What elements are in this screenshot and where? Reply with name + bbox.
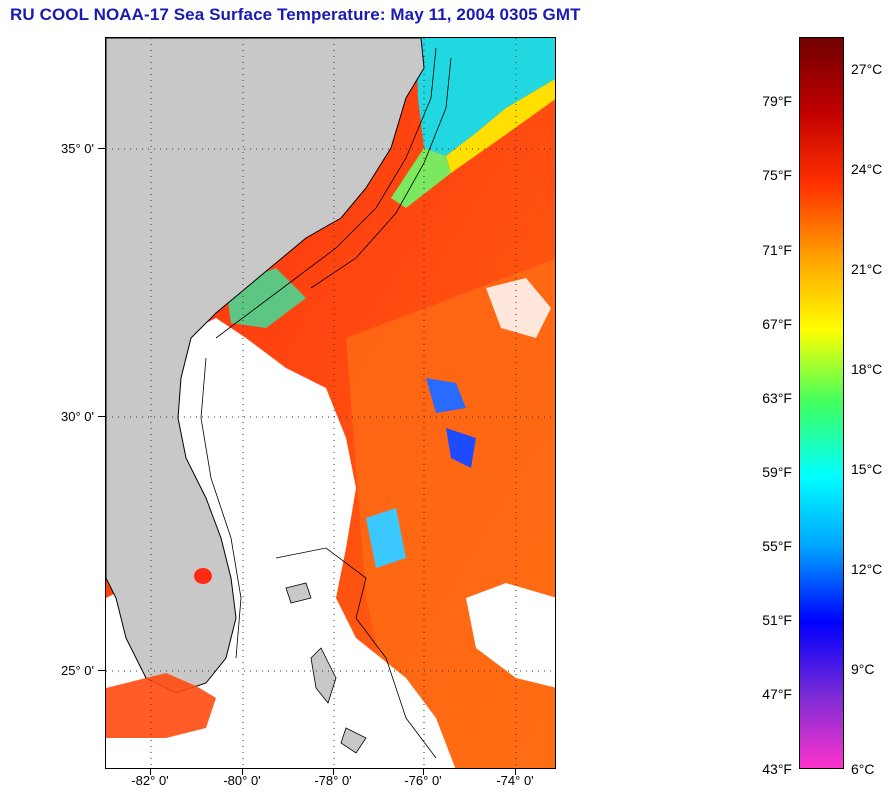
lat-label-35: 35° 0'	[61, 141, 94, 156]
colorbar-label-f: 67°F	[762, 316, 792, 332]
colorbar-label-f: 43°F	[762, 761, 792, 777]
colorbar-label-f: 75°F	[762, 167, 792, 183]
colorbar-label-c: 18°C	[851, 361, 883, 377]
colorbar-label-c: 6°C	[851, 761, 875, 777]
shelf-green-water	[391, 148, 451, 208]
colorbar-label-c: 15°C	[851, 461, 883, 477]
colorbar-label-f: 59°F	[762, 464, 792, 480]
colorbar-label-c: 12°C	[851, 561, 883, 577]
bathymetry-contour	[275, 547, 437, 759]
lon-tick	[150, 769, 151, 775]
lake-okeechobee	[194, 568, 212, 584]
cloud-patch	[486, 278, 551, 338]
colorbar-label-c: 9°C	[851, 661, 875, 677]
colorbar-label-f: 55°F	[762, 538, 792, 554]
bathymetry-contour	[200, 357, 242, 659]
bahamas-island	[340, 727, 367, 754]
lat-tick	[98, 670, 105, 671]
colorbar-label-c: 24°C	[851, 161, 883, 177]
bahamas-island	[285, 582, 312, 604]
lon-label-76: -76° 0'	[404, 773, 442, 788]
lon-label-80: -80° 0'	[223, 773, 261, 788]
colorbar-label-c: 21°C	[851, 261, 883, 277]
colorbar-label-c: 27°C	[851, 61, 883, 77]
graticule	[106, 38, 555, 768]
colorbar-label-f: 71°F	[762, 242, 792, 258]
keys-warm-water	[106, 673, 216, 738]
lon-tick	[333, 769, 334, 775]
colorbar-label-f: 79°F	[762, 93, 792, 109]
lat-tick	[98, 416, 105, 417]
warm-front	[446, 79, 555, 173]
lon-label-82: -82° 0'	[131, 773, 169, 788]
lon-tick	[515, 769, 516, 775]
cool-streak	[426, 378, 466, 413]
colorbar-label-f: 47°F	[762, 686, 792, 702]
lon-label-78: -78° 0'	[314, 773, 352, 788]
lon-label-74: -74° 0'	[496, 773, 534, 788]
sst-map	[105, 37, 556, 769]
lat-label-30: 30° 0'	[61, 409, 94, 424]
colorbar-label-f: 63°F	[762, 390, 792, 406]
cool-streak	[366, 508, 406, 568]
map-title: RU COOL NOAA-17 Sea Surface Temperature:…	[10, 5, 581, 24]
cool-streak	[446, 428, 476, 468]
colorbar-label-f: 51°F	[762, 612, 792, 628]
cloud-patch-east	[466, 583, 555, 688]
bahamas-island	[310, 647, 337, 704]
cool-shelf-water	[416, 38, 555, 156]
lat-label-25: 25° 0'	[61, 663, 94, 678]
sst-map-canvas	[106, 38, 555, 768]
temperature-colorbar	[799, 37, 844, 769]
bathymetry-contour	[310, 57, 452, 289]
lon-tick	[423, 769, 424, 775]
lon-tick	[242, 769, 243, 775]
bathymetry-contour	[215, 47, 437, 339]
lat-tick	[98, 148, 105, 149]
